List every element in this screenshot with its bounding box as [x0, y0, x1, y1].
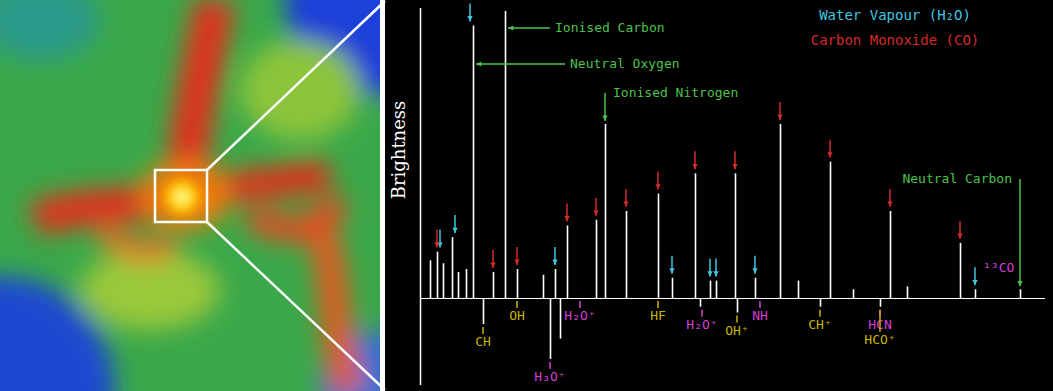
svg-text:Neutral Oxygen: Neutral Oxygen [570, 56, 680, 71]
svg-text:Neutral Carbon: Neutral Carbon [902, 171, 1012, 186]
svg-text:OH: OH [509, 308, 525, 323]
svg-text:HF: HF [650, 308, 666, 323]
svg-text:CH: CH [475, 334, 491, 349]
svg-text:OH⁺: OH⁺ [725, 323, 748, 338]
svg-text:¹³CO: ¹³CO [983, 260, 1014, 275]
svg-text:Ionised Nitrogen: Ionised Nitrogen [613, 85, 738, 100]
svg-text:Ionised Carbon: Ionised Carbon [555, 20, 665, 35]
svg-text:H₂O⁺: H₂O⁺ [564, 308, 595, 323]
svg-text:HCO⁺: HCO⁺ [864, 332, 895, 347]
svg-text:Brightness: Brightness [388, 101, 409, 200]
svg-text:NH: NH [752, 308, 768, 323]
svg-text:Carbon Monoxide (CO): Carbon Monoxide (CO) [811, 32, 980, 48]
svg-text:H₂O⁺: H₂O⁺ [686, 317, 717, 332]
svg-text:Water Vapour (H₂O): Water Vapour (H₂O) [819, 7, 971, 23]
svg-text:H₃O⁺: H₃O⁺ [534, 369, 565, 384]
svg-text:CH⁺: CH⁺ [808, 317, 831, 332]
svg-text:HCN: HCN [868, 316, 892, 332]
